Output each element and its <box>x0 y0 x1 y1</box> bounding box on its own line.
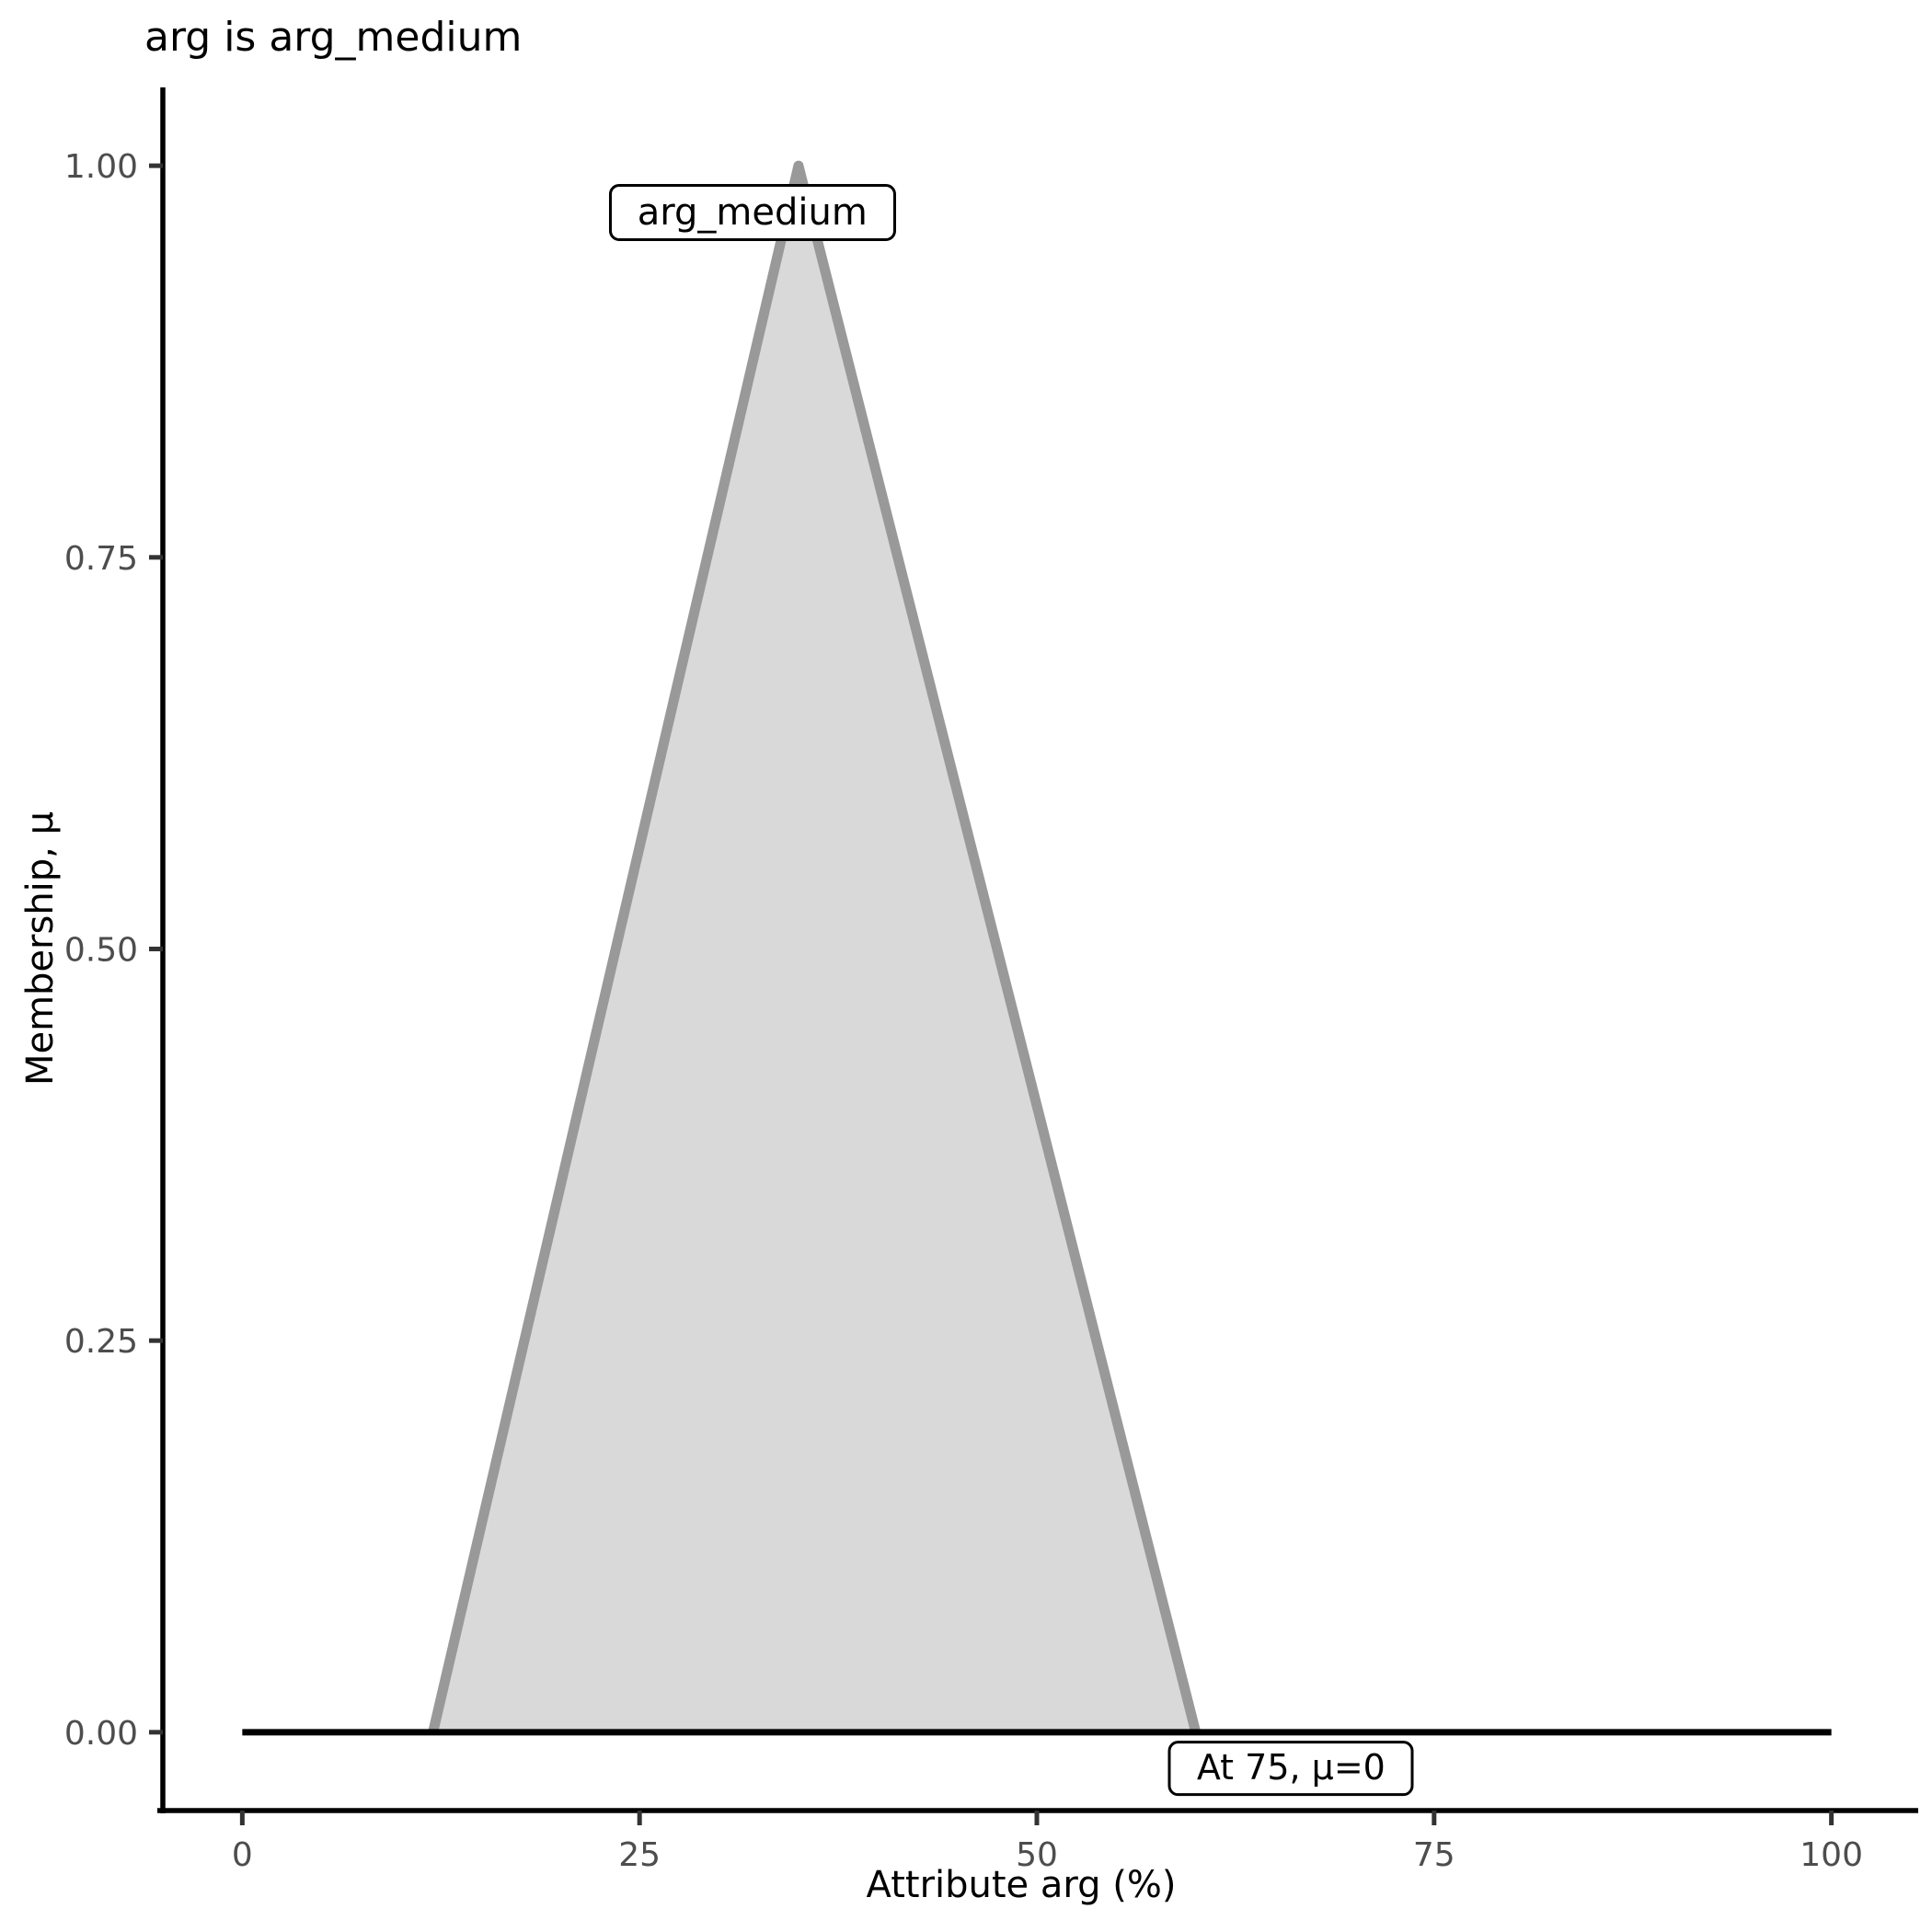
x-tick-label: 0 <box>232 1836 253 1874</box>
x-tick-label: 50 <box>1016 1836 1058 1874</box>
ticks-layer: 0 25 50 75 100 0.00 0.25 0.50 0.75 1.00 <box>64 148 1863 1874</box>
y-tick-label: 0.25 <box>64 1323 138 1361</box>
y-tick-label: 0.00 <box>64 1715 138 1753</box>
annotation-arg-medium-label: arg_medium <box>608 184 896 242</box>
y-tick-label: 0.50 <box>64 932 138 970</box>
y-axis-title: Membership, μ <box>19 811 62 1087</box>
x-tick-label: 25 <box>618 1836 661 1874</box>
chart-title: arg is arg_medium <box>144 14 523 61</box>
y-tick-label: 1.00 <box>64 148 138 186</box>
annotation-at-75-label: At 75, μ=0 <box>1167 1741 1414 1796</box>
x-tick-label: 75 <box>1413 1836 1455 1874</box>
membership-area-arg_medium <box>432 166 1196 1732</box>
y-tick-label: 0.75 <box>64 540 138 578</box>
x-tick-label: 100 <box>1800 1836 1863 1874</box>
membership-outline-arg_medium <box>428 160 1202 1734</box>
series-layer <box>428 160 1202 1734</box>
x-axis-title: Attribute arg (%) <box>866 1864 1177 1906</box>
